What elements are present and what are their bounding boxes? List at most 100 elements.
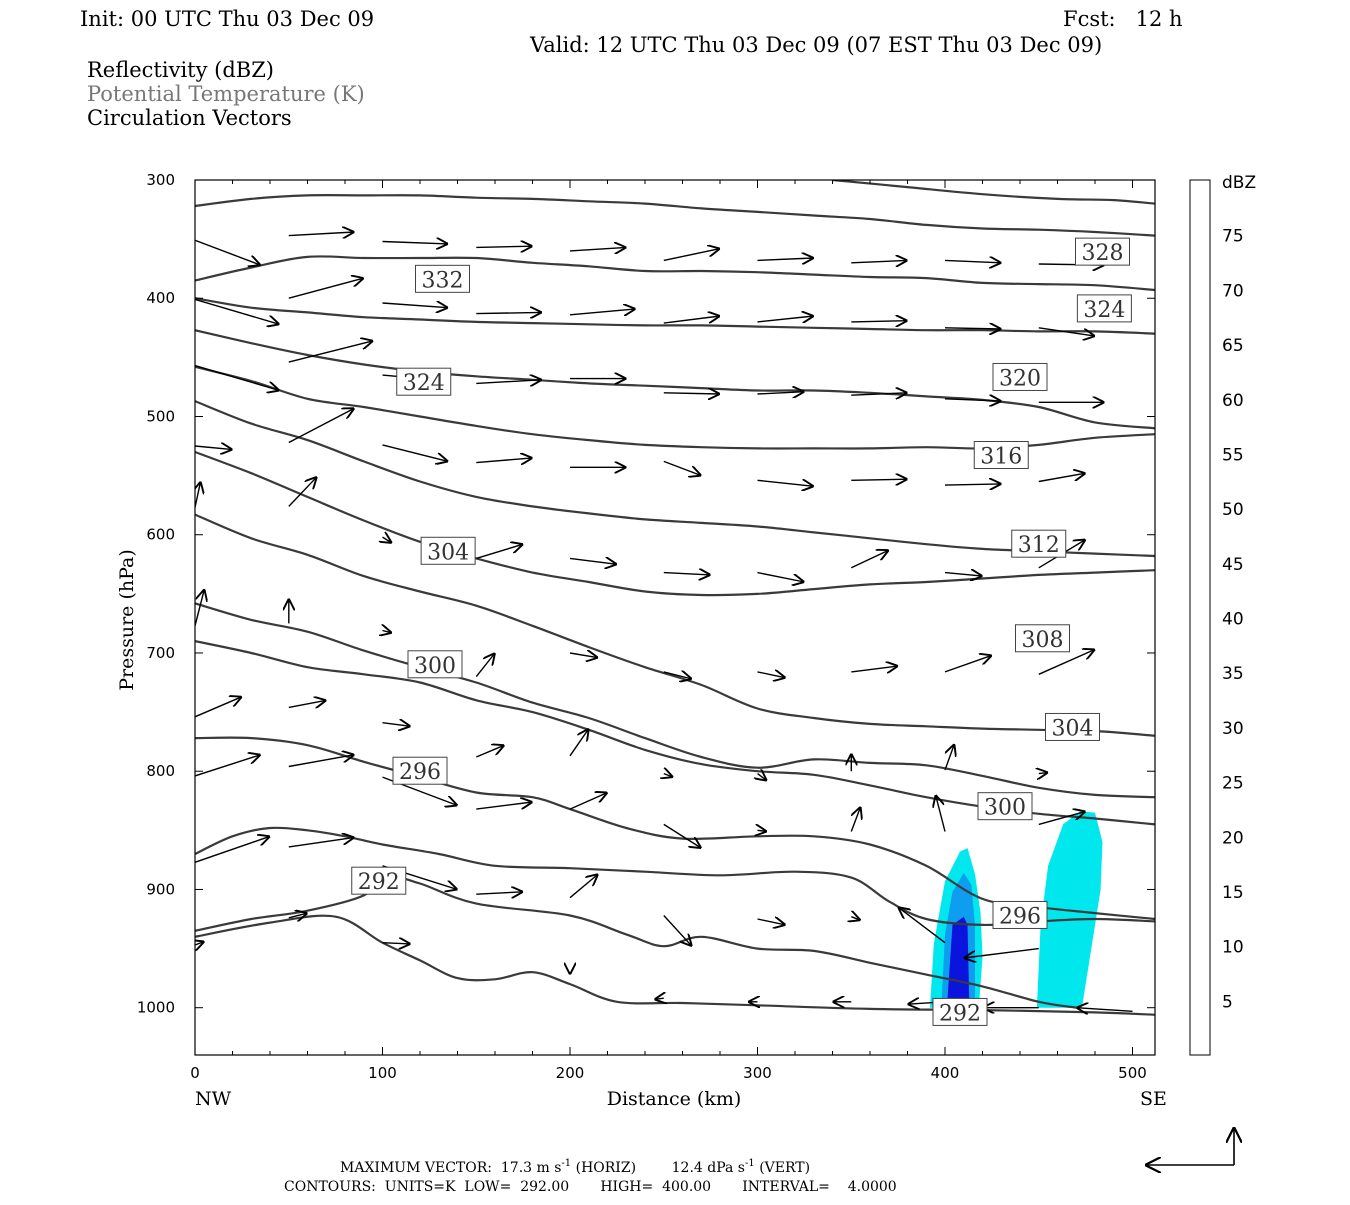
colorbar-tick-65: 65 bbox=[1222, 336, 1244, 356]
circulation-vector-73 bbox=[476, 802, 532, 810]
circulation-vector-12 bbox=[382, 303, 449, 308]
x-tick-label-0: 0 bbox=[190, 1064, 200, 1082]
circulation-vector-71 bbox=[288, 755, 355, 768]
circulation-vector-61 bbox=[288, 700, 327, 707]
x-tick-label-100: 100 bbox=[368, 1064, 397, 1082]
field-reflectivity: Reflectivity (dBZ) bbox=[87, 58, 274, 82]
max-vector-text: MAXIMUM VECTOR: 17.3 m s-1 (HORIZ) 12.4 … bbox=[340, 1158, 810, 1176]
circulation-vector-18 bbox=[944, 328, 1001, 329]
colorbar-tick-55: 55 bbox=[1222, 445, 1244, 465]
circulation-vector-78 bbox=[936, 795, 946, 832]
circulation-vector-42 bbox=[383, 537, 392, 543]
circulation-vector-48 bbox=[944, 573, 983, 577]
circulation-vector-88 bbox=[898, 907, 946, 944]
circulation-vector-21 bbox=[288, 341, 373, 363]
circulation-vector-32 bbox=[382, 444, 449, 462]
x-tick-label-300: 300 bbox=[743, 1064, 772, 1082]
circulation-vector-84 bbox=[569, 874, 598, 899]
colorbar-tick-35: 35 bbox=[1222, 664, 1244, 684]
circulation-vector-89 bbox=[964, 947, 1039, 958]
circulation-vector-31 bbox=[288, 408, 355, 444]
theta-label-box-324-9-1 bbox=[1076, 294, 1132, 323]
circulation-vector-25 bbox=[663, 393, 720, 394]
circulation-vector-17 bbox=[851, 321, 907, 322]
circulation-vector-81 bbox=[288, 837, 355, 848]
circulation-vector-10 bbox=[195, 298, 279, 324]
theta-label-320-8-0: 320 bbox=[999, 366, 1041, 391]
theta-label-292-0-0: 292 bbox=[358, 870, 400, 895]
theta-label-324-9-0: 324 bbox=[403, 371, 445, 396]
theta-label-box-324-9-0 bbox=[396, 367, 452, 396]
circulation-vector-75 bbox=[663, 823, 702, 848]
colorbar-tick-60: 60 bbox=[1222, 391, 1244, 411]
y-tick-label-400: 400 bbox=[146, 289, 175, 307]
circulation-vector-70 bbox=[195, 755, 261, 777]
circulation-vector-74 bbox=[569, 793, 608, 810]
contours-info-text: CONTOURS: UNITS=K LOW= 292.00 HIGH= 400.… bbox=[284, 1179, 897, 1195]
circulation-vector-50 bbox=[195, 589, 204, 626]
y-tick-label-500: 500 bbox=[146, 407, 175, 425]
field-potential-temperature: Potential Temperature (K) bbox=[87, 82, 365, 106]
theta-label-296-1-0: 296 bbox=[399, 760, 441, 785]
valid-time: Valid: 12 UTC Thu 03 Dec 09 (07 EST Thu … bbox=[529, 33, 1102, 57]
circulation-vector-52 bbox=[383, 631, 392, 633]
vector-layer bbox=[195, 232, 1133, 1011]
theta-contour-308-5 bbox=[195, 602, 1155, 799]
theta-label-box-300-3-0 bbox=[407, 650, 463, 679]
circulation-vector-86 bbox=[757, 919, 786, 925]
circulation-vector-3 bbox=[476, 246, 532, 247]
circulation-vector-57 bbox=[851, 666, 898, 672]
circulation-vector-90 bbox=[195, 942, 204, 946]
y-tick-label-600: 600 bbox=[146, 526, 175, 544]
circulation-vector-27 bbox=[851, 393, 907, 395]
y-tick-label-700: 700 bbox=[146, 644, 175, 662]
theta-label-box-312-6-0 bbox=[1011, 529, 1067, 558]
circulation-vector-5 bbox=[663, 249, 720, 262]
colorbar-tick-75: 75 bbox=[1222, 227, 1244, 247]
circulation-vector-20 bbox=[195, 364, 279, 391]
theta-contour-332-11 bbox=[195, 297, 1155, 335]
colorbar-frame bbox=[1189, 179, 1211, 1056]
plot-frame bbox=[194, 179, 1156, 1056]
circulation-vector-59 bbox=[1038, 649, 1095, 675]
theta-contour-300-3 bbox=[195, 736, 1155, 921]
circulation-vector-54 bbox=[569, 653, 598, 658]
circulation-vector-69 bbox=[1039, 772, 1048, 773]
circulation-vector-40 bbox=[195, 482, 201, 508]
circulation-vector-53 bbox=[475, 653, 495, 678]
theta-label-box-296-1-1 bbox=[992, 900, 1048, 929]
colorbar-tick-40: 40 bbox=[1222, 610, 1244, 630]
circulation-vector-64 bbox=[569, 729, 589, 757]
circulation-vector-1 bbox=[288, 232, 355, 236]
theta-label-300-3-1: 300 bbox=[984, 796, 1026, 821]
theta-contour-296-1 bbox=[195, 873, 1077, 1009]
theta-label-box-328-10-0 bbox=[1075, 237, 1130, 266]
y-tick-label-1000: 1000 bbox=[137, 999, 175, 1017]
field-circulation-vectors: Circulation Vectors bbox=[87, 106, 292, 130]
circulation-vector-47 bbox=[851, 550, 889, 569]
x-tick-label-500: 500 bbox=[1118, 1064, 1147, 1082]
theta-contour-340-13 bbox=[195, 194, 1155, 237]
theta-label-292-0-1: 292 bbox=[939, 1001, 981, 1026]
circulation-vector-41 bbox=[288, 477, 317, 507]
theta-label-box-292-0-1 bbox=[932, 997, 988, 1026]
theta-contour-layer bbox=[195, 180, 1155, 1016]
theta-label-box-304-4-0 bbox=[420, 536, 476, 565]
circulation-vector-11 bbox=[288, 278, 364, 299]
theta-label-324-9-1: 324 bbox=[1083, 298, 1125, 323]
circulation-vector-56 bbox=[757, 672, 786, 678]
circulation-vector-99 bbox=[1076, 1008, 1133, 1012]
colorbar-tick-15: 15 bbox=[1222, 883, 1244, 903]
circulation-vector-13 bbox=[476, 312, 542, 313]
theta-contour-296-2 bbox=[195, 826, 1155, 927]
theta-label-312-6-0: 312 bbox=[1018, 533, 1060, 558]
circulation-vector-37 bbox=[851, 479, 907, 480]
circulation-vector-23 bbox=[476, 380, 542, 384]
theta-contour-344-14 bbox=[832, 180, 1155, 205]
circulation-vector-28 bbox=[944, 399, 1001, 401]
circulation-vector-76 bbox=[758, 830, 767, 831]
circulation-vector-94 bbox=[654, 998, 663, 999]
colorbar-tick-20: 20 bbox=[1222, 828, 1244, 848]
circulation-vector-8 bbox=[944, 260, 1001, 262]
